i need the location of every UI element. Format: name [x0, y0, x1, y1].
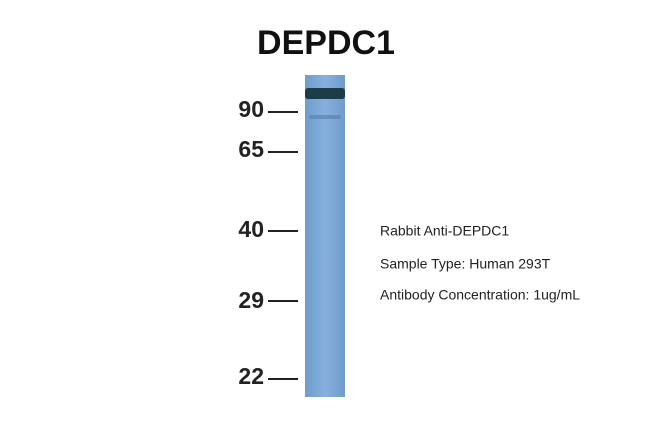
title: DEPDC1: [257, 24, 395, 62]
marker-label: 22: [238, 363, 264, 389]
annotation: Sample Type: Human 293T: [380, 256, 551, 272]
marker-label: 90: [238, 96, 264, 122]
band: [305, 88, 345, 99]
lane: [305, 75, 345, 397]
marker-label: 40: [238, 216, 264, 242]
marker-label: 29: [238, 287, 264, 313]
annotation: Antibody Concentration: 1ug/mL: [380, 287, 580, 303]
faint-band: [309, 115, 341, 119]
marker-label: 65: [238, 136, 264, 162]
annotation: Rabbit Anti-DEPDC1: [380, 223, 509, 239]
